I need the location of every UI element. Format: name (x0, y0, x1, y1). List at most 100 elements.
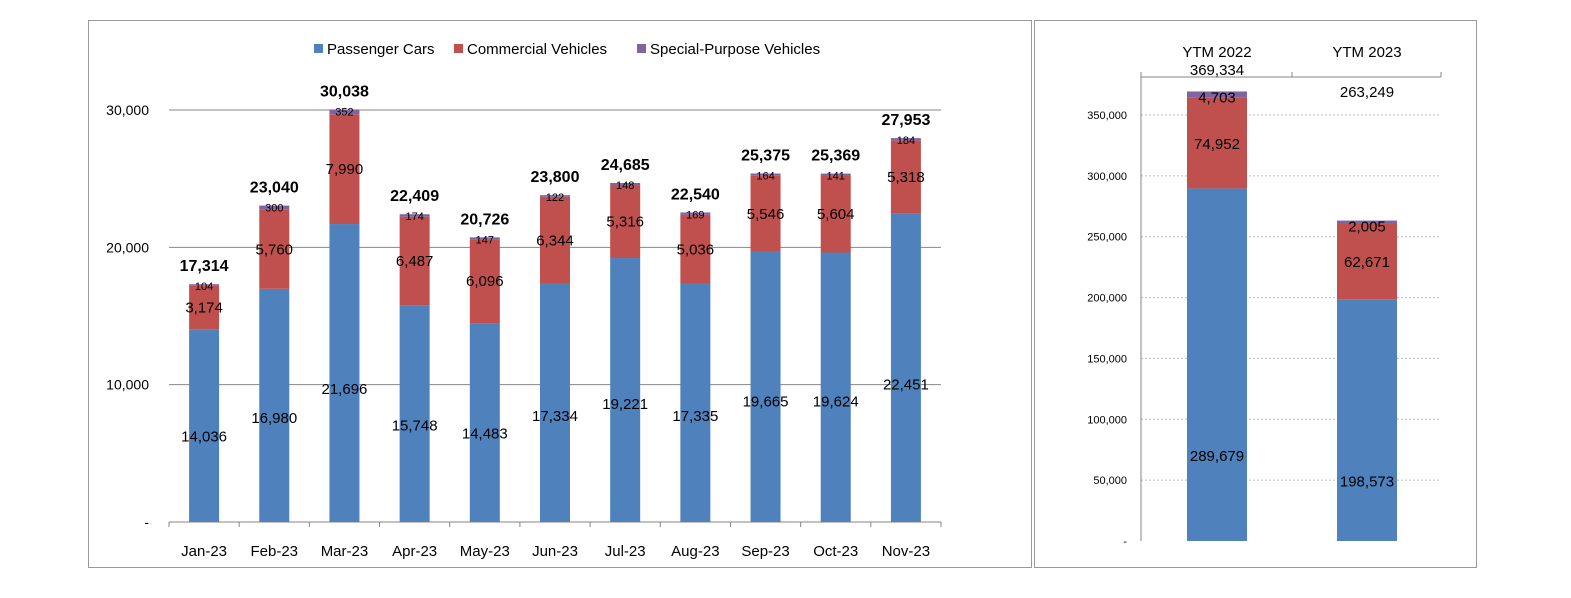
legend-swatch (314, 44, 323, 53)
data-label: 4,703 (1198, 89, 1236, 106)
y-tick-label: 20,000 (106, 239, 149, 255)
data-label: 5,760 (255, 241, 293, 258)
data-label: 300 (265, 203, 283, 215)
bar-segment (1187, 97, 1247, 189)
y-tick-label: 30,000 (106, 102, 149, 118)
bar-segment (189, 285, 220, 330)
bar-segment (329, 224, 360, 522)
bar-segment (329, 109, 360, 115)
total-label: 23,800 (531, 169, 580, 186)
total-label: 263,249 (1340, 84, 1394, 101)
legend-swatch (454, 44, 463, 53)
bar-segment (680, 283, 711, 522)
data-label: 15,748 (392, 418, 438, 435)
bar-segment (259, 209, 290, 289)
bar-segment (1337, 299, 1397, 541)
legend-label: Special-Purpose Vehicles (650, 41, 820, 58)
bar-segment (399, 305, 430, 522)
data-label: 14,036 (181, 428, 227, 445)
bar-segment (610, 182, 641, 186)
data-label: 198,573 (1340, 473, 1394, 490)
bar-segment (259, 288, 290, 522)
y-tick-label: 100,000 (1087, 414, 1127, 426)
data-label: 19,624 (813, 394, 859, 411)
data-label: 141 (827, 171, 845, 183)
y-tick-label: - (144, 514, 149, 530)
x-tick-label: May-23 (460, 543, 510, 560)
data-label: 19,665 (743, 393, 789, 410)
total-label: 25,369 (811, 148, 860, 165)
data-label: 5,036 (677, 241, 715, 258)
x-tick-label: Jul-23 (605, 543, 646, 560)
bar-segment (750, 173, 781, 176)
total-label: 30,038 (320, 83, 369, 100)
bar-segment (1187, 91, 1247, 98)
bar-segment (680, 212, 711, 215)
data-label: 289,679 (1190, 448, 1244, 465)
bar-segment (540, 195, 570, 197)
bar-segment (540, 283, 570, 522)
data-label: 2,005 (1348, 219, 1386, 236)
bar-segment (820, 173, 851, 176)
bar-segment (890, 138, 921, 141)
bar-segment (1337, 223, 1397, 300)
total-label: 22,540 (671, 186, 720, 203)
total-label: 20,726 (460, 211, 509, 228)
x-tick-label: Apr-23 (392, 543, 437, 560)
bar-segment (610, 258, 641, 522)
total-label: 27,953 (881, 112, 930, 129)
x-tick-label: Aug-23 (671, 543, 719, 560)
data-label: 5,604 (817, 206, 855, 223)
bar-segment (1187, 188, 1247, 541)
data-label: 184 (897, 135, 915, 147)
data-label: 3,174 (185, 299, 223, 316)
bar-segment (189, 284, 220, 286)
legend-swatch (637, 44, 646, 53)
x-tick-label: Mar-23 (321, 543, 369, 560)
bar-segment (540, 196, 570, 284)
data-label: 147 (476, 234, 494, 246)
x-tick-label: YTM 2023 (1332, 44, 1401, 61)
bar-segment (469, 323, 500, 522)
data-label: 164 (756, 171, 774, 183)
bar-segment (820, 175, 851, 253)
ytm-chart: - 50,000 100,000 150,000 200,000 250,000 300,0… (1087, 44, 1442, 548)
total-label: 369,334 (1190, 62, 1244, 79)
bar-segment (750, 175, 781, 252)
x-tick-label: Jan-23 (181, 543, 227, 560)
data-label: 5,546 (747, 206, 785, 223)
data-label: 16,980 (251, 410, 297, 427)
data-label: 17,334 (532, 408, 578, 425)
bar-segment (610, 185, 641, 259)
data-label: 19,221 (602, 396, 648, 413)
y-tick-label: 300,000 (1087, 171, 1127, 183)
bar-segment (469, 237, 500, 240)
bar-segment (259, 205, 290, 210)
x-tick-label: Feb-23 (251, 543, 299, 560)
total-label: 23,040 (250, 180, 299, 197)
data-label: 352 (335, 106, 353, 118)
data-label: 22,451 (883, 376, 929, 393)
bar-segment (329, 114, 360, 225)
x-tick-label: YTM 2022 (1182, 44, 1251, 61)
data-label: 148 (616, 180, 634, 192)
data-label: 62,671 (1344, 254, 1390, 271)
legend-label: Passenger Cars (327, 41, 435, 58)
y-tick-label: 150,000 (1087, 353, 1127, 365)
x-tick-label: Sep-23 (741, 543, 789, 560)
bar-segment (189, 329, 220, 522)
data-label: 5,318 (887, 169, 925, 186)
bar-segment (820, 252, 851, 522)
bar-segment (399, 214, 430, 217)
data-label: 6,096 (466, 273, 504, 290)
monthly-chart-panel: Passenger Cars Commercial Vehicles Special… (88, 20, 1032, 568)
ytm-chart-panel: - 50,000 100,000 150,000 200,000 250,000 300,0… (1034, 20, 1477, 568)
data-label: 14,483 (462, 425, 508, 442)
data-label: 74,952 (1194, 136, 1240, 153)
x-tick-label: Jun-23 (532, 543, 578, 560)
y-tick-label: 10,000 (106, 377, 149, 393)
total-label: 17,314 (180, 258, 229, 275)
data-label: 5,316 (606, 214, 644, 231)
data-label: 169 (686, 209, 704, 221)
bar-segment (890, 140, 921, 214)
